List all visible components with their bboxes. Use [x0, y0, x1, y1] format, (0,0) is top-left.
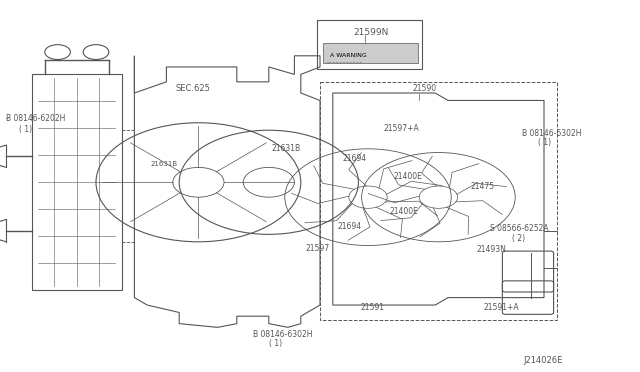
Text: ( 1): ( 1) [19, 125, 33, 134]
Text: 21400E: 21400E [389, 207, 418, 216]
Text: ( 1): ( 1) [269, 339, 282, 348]
Text: 21631B: 21631B [150, 161, 177, 167]
Text: 21599N: 21599N [353, 28, 388, 37]
Text: 21591: 21591 [360, 302, 384, 311]
Text: B 08146-6302H: B 08146-6302H [522, 129, 581, 138]
Text: 21590: 21590 [413, 84, 437, 93]
Text: 21591+A: 21591+A [483, 302, 519, 311]
Text: 21694: 21694 [342, 154, 367, 163]
Text: 21597: 21597 [306, 244, 330, 253]
Text: _ _ _ _ _ _ _ _ _ _ _: _ _ _ _ _ _ _ _ _ _ _ [326, 58, 362, 62]
Text: J214026E: J214026E [524, 356, 563, 365]
Text: ( 1): ( 1) [538, 138, 551, 147]
Text: B 08146-6302H: B 08146-6302H [253, 330, 312, 339]
Text: B 08146-6202H: B 08146-6202H [6, 114, 66, 123]
Text: 0.055: 0.055 [6, 118, 10, 119]
Text: 21493N: 21493N [477, 245, 507, 254]
Text: ( 2): ( 2) [512, 234, 525, 243]
Text: 21694: 21694 [338, 222, 362, 231]
Text: A WARNING: A WARNING [330, 53, 366, 58]
Bar [323, 43, 418, 63]
Bar [317, 20, 422, 69]
Text: 21597+A: 21597+A [384, 124, 420, 133]
Text: 21631B: 21631B [272, 144, 301, 153]
Text: SEC.625: SEC.625 [176, 84, 211, 93]
Text: 21475: 21475 [470, 182, 495, 191]
Text: S 08566-6252A: S 08566-6252A [490, 224, 548, 233]
Text: 21400E: 21400E [394, 172, 422, 181]
